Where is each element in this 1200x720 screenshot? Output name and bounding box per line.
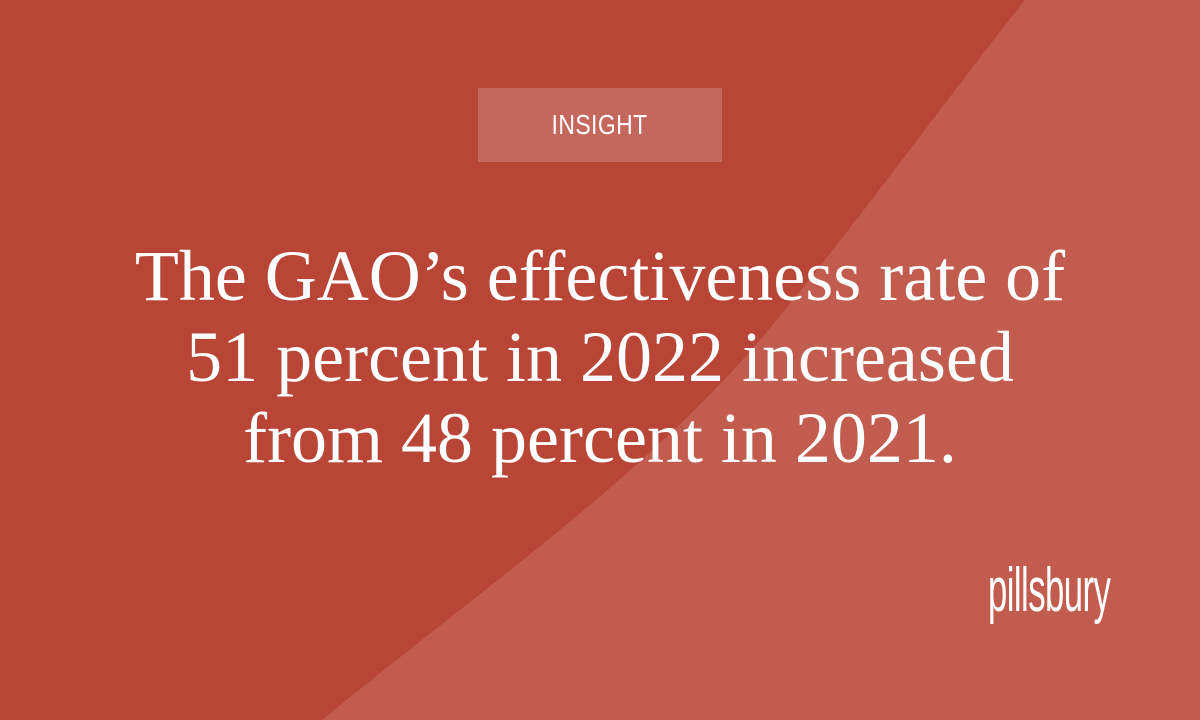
pillsbury-logo: pillsbury [988,560,1138,650]
headline-line-2: 51 percent in 2022 increased [186,317,1014,397]
category-badge-label: INSIGHT [552,109,648,140]
category-badge: INSIGHT [478,88,722,162]
headline: The GAO’s effectiveness rate of 51 perce… [0,236,1200,479]
logo-wordmark: pillsbury [988,556,1111,625]
headline-line-3: from 48 percent in 2021. [243,398,957,478]
headline-line-1: The GAO’s effectiveness rate of [134,236,1066,316]
